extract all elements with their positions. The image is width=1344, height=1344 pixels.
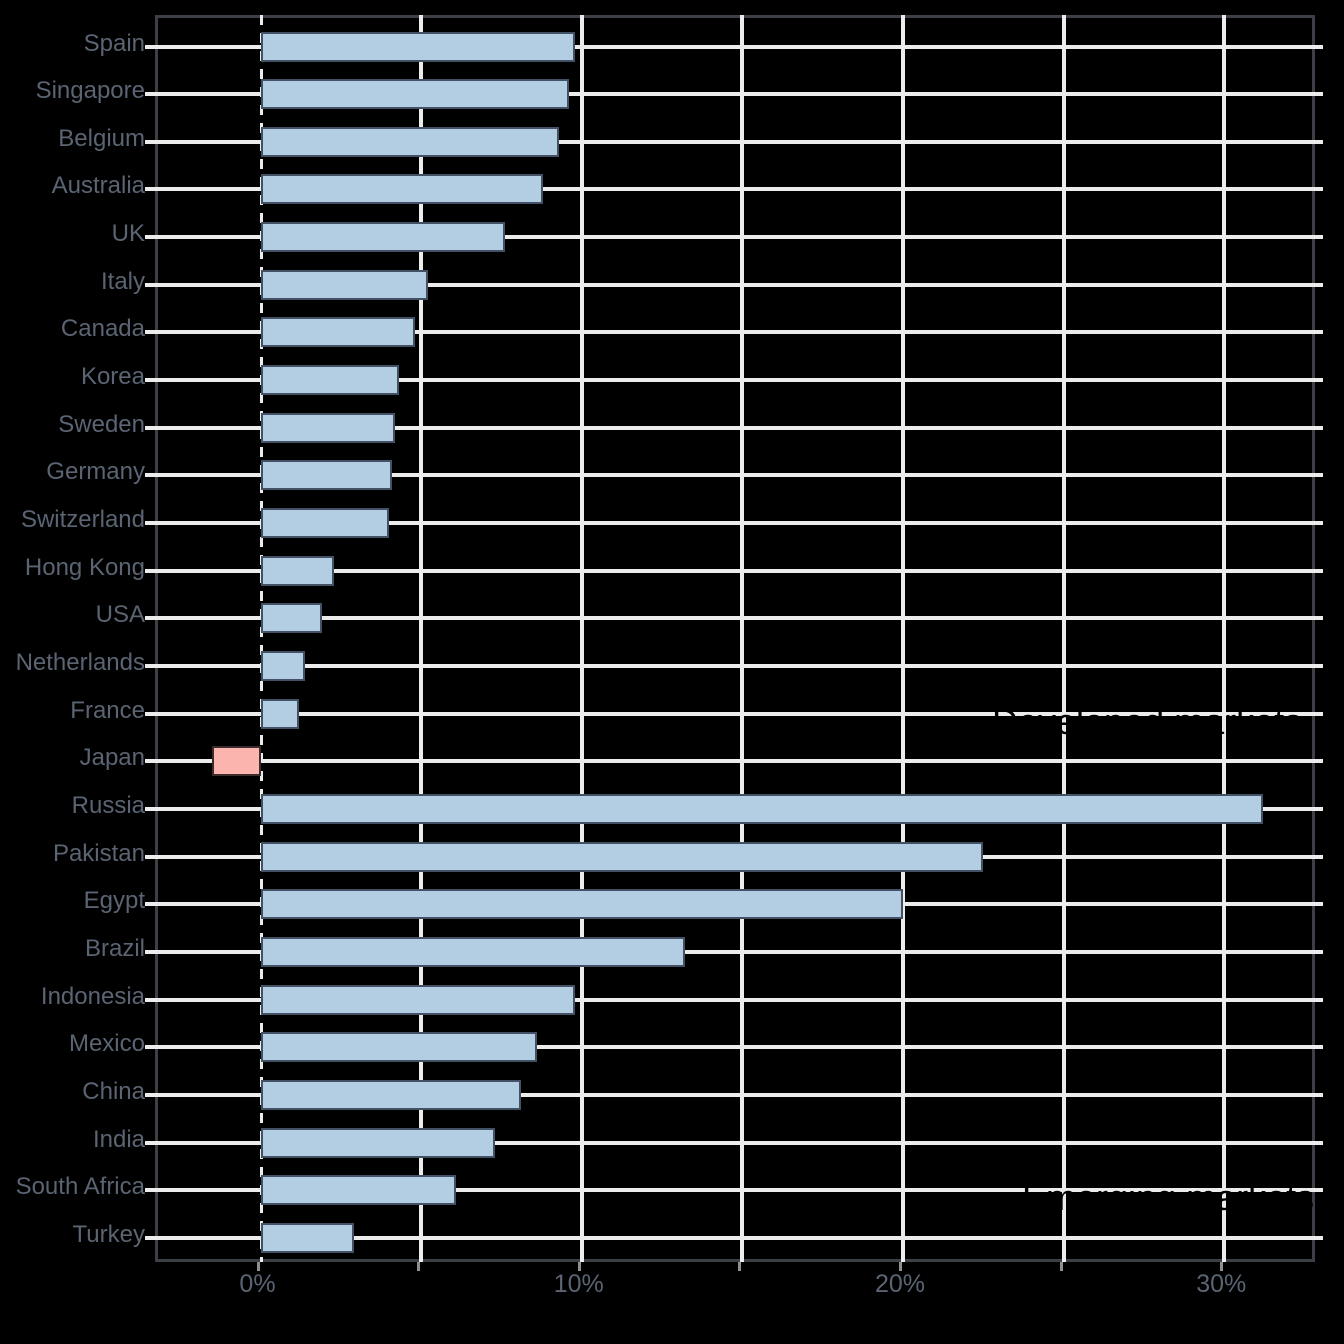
bar-italy <box>260 269 428 300</box>
country-label-australia: Australia <box>51 172 145 200</box>
plot-area <box>145 15 1323 1262</box>
gridline-row-japan <box>145 759 1323 764</box>
bar-hong-kong <box>260 555 335 586</box>
gridline-x-10pct <box>579 15 584 1262</box>
bar-brazil <box>260 937 685 968</box>
gridline-row-south-africa <box>145 1188 1323 1193</box>
bar-japan <box>212 746 261 777</box>
gridline-row-indonesia <box>145 997 1323 1002</box>
country-label-germany: Germany <box>46 458 145 486</box>
country-label-indonesia: Indonesia <box>40 982 145 1010</box>
x-tick-label-0pct: 0% <box>239 1270 276 1298</box>
bar-uk <box>260 222 505 253</box>
x-tick-mark-5pct <box>417 1262 421 1271</box>
gridline-row-canada <box>145 330 1323 335</box>
x-tick-mark-20pct <box>899 1262 902 1271</box>
country-label-singapore: Singapore <box>35 77 145 105</box>
gridline-row-australia <box>145 187 1323 192</box>
bar-china <box>260 1080 521 1111</box>
bar-netherlands <box>260 651 306 682</box>
country-label-switzerland: Switzerland <box>20 506 145 534</box>
country-label-canada: Canada <box>60 315 145 343</box>
x-tick-label-30pct: 30% <box>1196 1270 1247 1298</box>
x-tick-mark-25pct <box>1059 1262 1063 1271</box>
gridline-row-korea <box>145 378 1323 383</box>
gridline-row-germany <box>145 473 1323 478</box>
gridline-row-sweden <box>145 425 1323 430</box>
gridline-x-20pct <box>901 15 905 1262</box>
bar-usa <box>260 603 322 634</box>
country-label-egypt: Egypt <box>83 887 145 915</box>
gridline-row-france <box>145 711 1323 716</box>
gridline-row-belgium <box>145 139 1323 144</box>
gridline-row-hong-kong <box>145 568 1323 573</box>
country-label-korea: Korea <box>80 363 145 391</box>
bar-singapore <box>260 79 569 110</box>
country-label-pakistan: Pakistan <box>52 839 145 867</box>
country-label-uk: UK <box>111 220 145 248</box>
x-tick-label-20pct: 20% <box>874 1270 926 1298</box>
annotation-emerging-markets: Emerging markets <box>1022 1177 1315 1218</box>
gridline-x-25pct <box>1061 15 1066 1262</box>
bar-sweden <box>260 412 396 443</box>
bar-france <box>260 698 300 729</box>
country-label-belgium: Belgium <box>58 124 145 152</box>
country-label-brazil: Brazil <box>84 935 145 963</box>
bar-switzerland <box>260 508 389 539</box>
bar-germany <box>260 460 393 491</box>
gridline-row-netherlands <box>145 664 1323 669</box>
bar-indonesia <box>260 984 576 1015</box>
gridline-row-singapore <box>145 92 1323 97</box>
country-label-russia: Russia <box>71 792 145 820</box>
gridline-row-india <box>145 1140 1323 1145</box>
bar-spain <box>260 31 576 62</box>
country-label-france: France <box>70 696 145 724</box>
bar-belgium <box>260 126 560 157</box>
x-tick-mark-30pct <box>1220 1262 1224 1271</box>
x-tick-mark-15pct <box>738 1262 742 1271</box>
gridline-row-uk <box>145 235 1323 240</box>
bar-egypt <box>260 889 903 920</box>
country-label-sweden: Sweden <box>58 410 145 438</box>
x-tick-mark-0pct <box>256 1262 260 1271</box>
country-label-south-africa: South Africa <box>15 1173 145 1201</box>
gridline-x-30pct <box>1222 15 1227 1262</box>
bar-australia <box>260 174 544 205</box>
gridline-row-turkey <box>145 1236 1323 1240</box>
x-tick-label-10pct: 10% <box>553 1270 604 1298</box>
country-label-mexico: Mexico <box>68 1030 145 1058</box>
bar-canada <box>260 317 415 348</box>
country-label-usa: USA <box>95 601 145 629</box>
country-label-netherlands: Netherlands <box>15 649 145 677</box>
bar-mexico <box>260 1032 537 1063</box>
gridline-x-15pct <box>740 15 745 1262</box>
country-label-spain: Spain <box>83 29 145 57</box>
gridline-row-china <box>145 1093 1323 1098</box>
country-label-india: India <box>92 1125 145 1153</box>
x-tick-mark-10pct <box>577 1262 581 1271</box>
country-label-china: China <box>82 1078 145 1106</box>
annotation-developed-markets: Developed markets <box>992 701 1303 742</box>
zero-baseline-dashed <box>259 15 263 1262</box>
bar-korea <box>260 365 399 396</box>
bar-pakistan <box>260 841 984 872</box>
country-label-japan: Japan <box>79 744 145 772</box>
gridline-row-brazil <box>145 950 1323 955</box>
gridline-x-5pct <box>419 15 424 1262</box>
bar-south-africa <box>260 1175 457 1206</box>
gridline-row-mexico <box>145 1045 1323 1050</box>
bar-turkey <box>260 1223 354 1253</box>
gridline-row-switzerland <box>145 521 1323 526</box>
country-label-italy: Italy <box>100 267 145 295</box>
gridline-row-italy <box>145 282 1323 287</box>
country-label-hong-kong: Hong Kong <box>24 553 145 581</box>
bar-russia <box>260 794 1263 825</box>
gridline-row-usa <box>145 616 1323 621</box>
country-label-turkey: Turkey <box>72 1221 145 1248</box>
gridline-row-spain <box>145 44 1323 49</box>
bar-india <box>260 1127 495 1158</box>
